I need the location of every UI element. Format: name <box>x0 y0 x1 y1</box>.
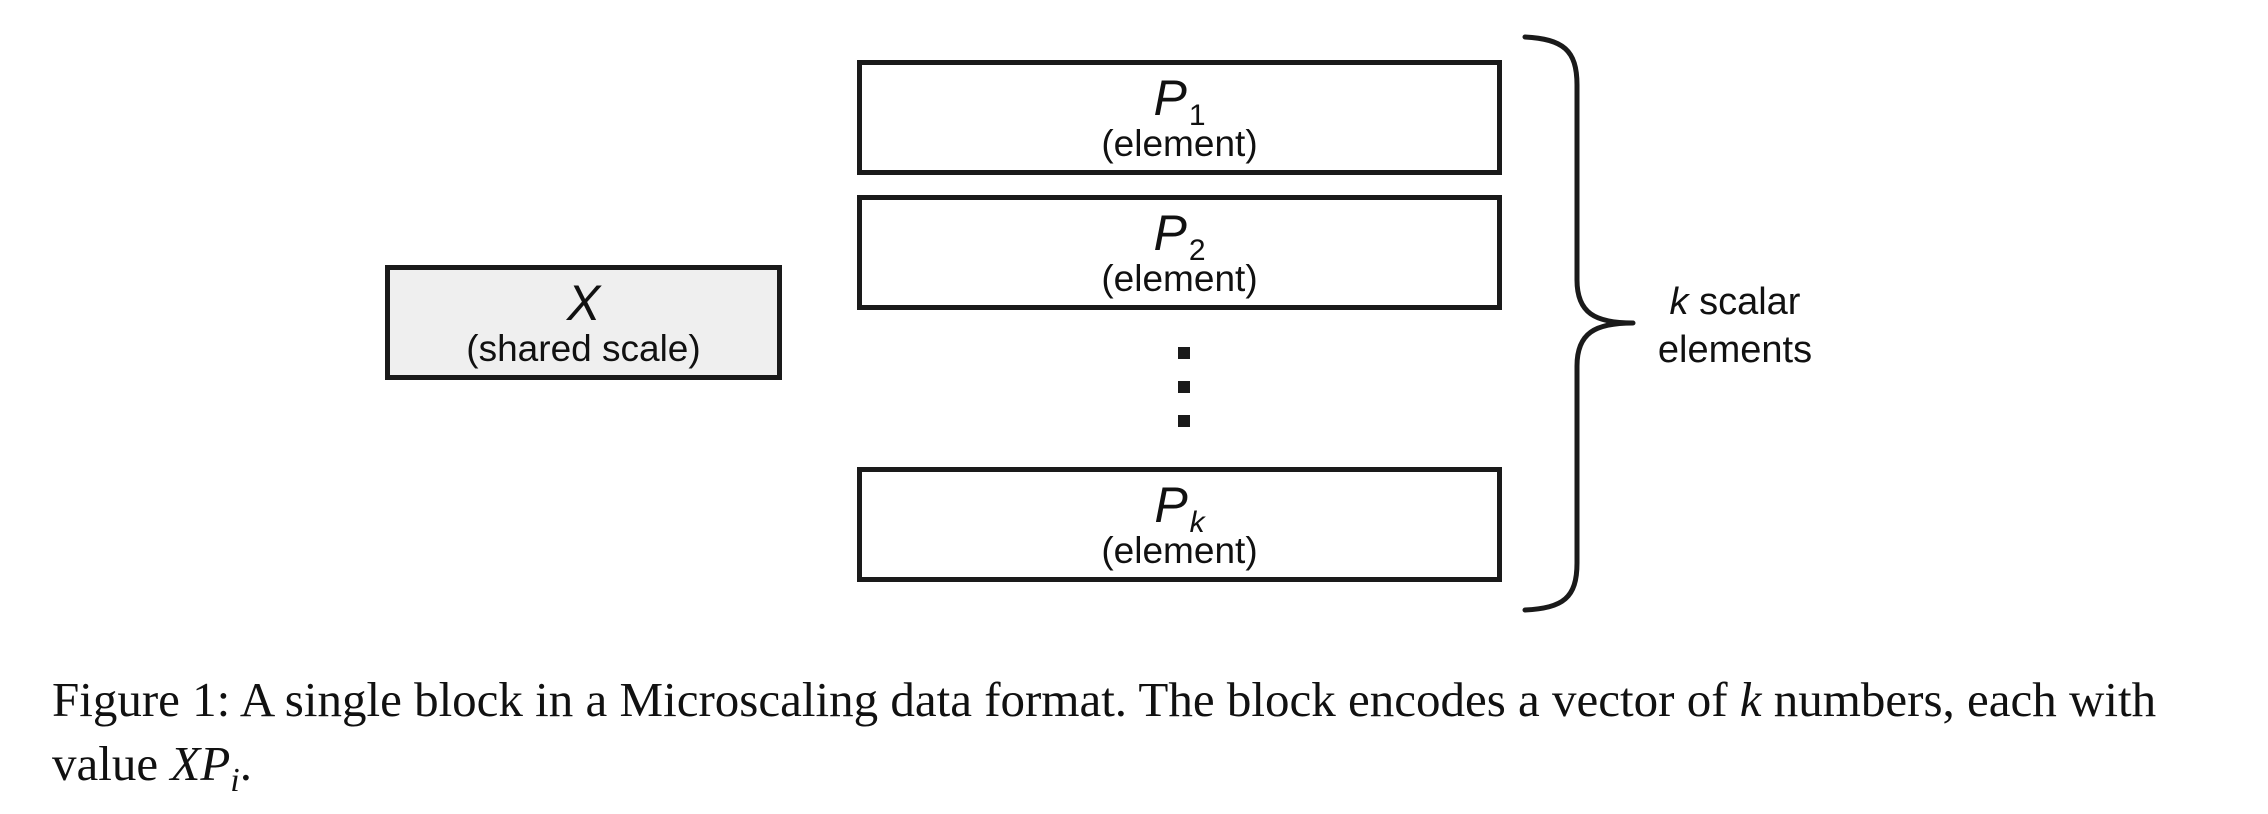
element-label: (element) <box>1101 530 1258 571</box>
ellipsis-dot <box>1178 347 1190 359</box>
element-symbol-letter: P <box>1153 70 1187 126</box>
element-subscript: 1 <box>1188 99 1206 132</box>
element-subscript: k <box>1189 506 1205 539</box>
element-box-2: P2 (element) <box>857 195 1502 310</box>
brace-label-line2: elements <box>1657 329 1813 371</box>
brace-label-text: scalar <box>1688 281 1801 323</box>
caption-math-x: X <box>170 736 201 791</box>
element-label: (element) <box>1101 123 1258 164</box>
ellipsis-dot <box>1178 381 1190 393</box>
caption-math-k: k <box>1739 672 1762 727</box>
shared-scale-symbol: X <box>566 275 601 331</box>
figure-caption: Figure 1: A single block in a Microscali… <box>52 668 2222 813</box>
element-subscript: 2 <box>1188 234 1206 267</box>
curly-brace <box>1522 34 1636 613</box>
element-symbol: P1 <box>1153 70 1205 131</box>
ellipsis-dot <box>1178 415 1190 427</box>
element-label: (element) <box>1101 258 1258 299</box>
element-symbol-letter: P <box>1154 477 1188 533</box>
element-box-k: Pk (element) <box>857 467 1502 582</box>
caption-text-start: Figure 1: A single block in a Microscali… <box>52 672 1740 727</box>
shared-scale-box: X (shared scale) <box>385 265 782 380</box>
shared-scale-label: (shared scale) <box>466 328 701 369</box>
element-symbol-letter: P <box>1153 205 1187 261</box>
caption-math-i: i <box>230 761 240 799</box>
brace-label: k scalar elements <box>1640 278 1830 374</box>
element-symbol: P2 <box>1153 205 1205 266</box>
caption-text-middle: numbers, each with value <box>52 672 2157 791</box>
caption-period: . <box>239 736 252 791</box>
element-symbol: Pk <box>1154 477 1204 538</box>
caption-math-p: P <box>200 736 231 791</box>
brace-label-variable: k <box>1669 281 1689 323</box>
element-box-1: P1 (element) <box>857 60 1502 175</box>
brace-label-line1: k scalar <box>1640 278 1830 326</box>
